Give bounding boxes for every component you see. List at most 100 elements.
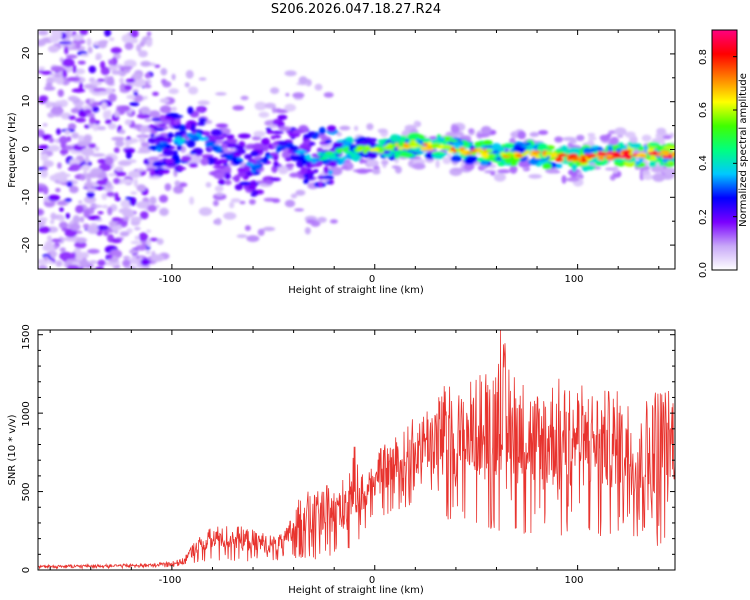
halo-cell [518,160,531,168]
halo-cell [285,93,290,97]
halo-cell [652,173,665,182]
noise-cell [136,168,145,172]
cbar-tick-label-0: 0.0 [698,262,709,278]
halo-cell [304,227,311,235]
noise-cell [69,163,82,171]
noise-cell [106,181,112,189]
ridge-cell [671,151,675,157]
ridge-cell [163,144,172,150]
signal-cell [318,181,323,187]
noise-cell [92,106,100,113]
halo-cell [159,98,170,104]
noise-cell [62,58,75,68]
halo-cell [377,128,388,133]
halo-cell [213,200,219,207]
noise-cell [119,129,126,135]
signal-cell [247,185,256,191]
ridge-cell [447,150,454,153]
noise-cell [129,138,139,144]
halo-cell [468,128,474,133]
noise-cell [108,59,114,66]
noise-cell [130,30,139,38]
noise-cell [38,208,43,215]
signal-cell [189,150,196,155]
signal-cell [567,147,580,156]
signal-cell [313,169,319,174]
ridge-cell [278,148,283,151]
signal-cell [237,133,251,139]
noise-cell [93,87,107,93]
noise-cell [88,143,97,149]
ridge-cell [597,151,603,157]
halo-cell [174,180,181,187]
noise-cell [69,185,79,194]
ridge-cell [305,154,311,158]
noise-cell [114,166,124,172]
noise-cell [65,54,78,59]
halo-cell [257,228,265,236]
signal-cell [218,178,226,186]
ridge-cell [299,154,306,157]
halo-cell [198,207,213,216]
halo-cell [284,70,297,77]
ridge-cell [427,141,433,146]
noise-cell [130,191,138,195]
signal-cell [338,157,345,161]
noise-cell [80,53,90,57]
halo-cell [391,165,400,169]
signal-cell [648,161,657,168]
noise-cell [98,91,109,96]
signal-cell [307,174,314,179]
noise-cell [56,78,64,85]
noise-cell [70,252,76,259]
noise-cell [75,40,81,50]
signal-cell [474,141,483,147]
noise-cell [130,257,139,265]
noise-cell [67,123,77,130]
ridge-cell [307,157,313,161]
noise-cell [146,31,152,37]
halo-cell [205,182,212,188]
signal-cell [415,146,422,152]
snr-panel: 0 500 1000 1500 -100 0 100 Height of str… [7,324,676,596]
noise-cell [96,78,106,82]
ridge-cell [661,154,671,159]
halo-cell [624,131,636,138]
signal-cell [583,147,592,155]
noise-cell [143,96,148,100]
halo-cell [224,179,232,186]
ridge-cell [485,148,493,153]
noise-cell [119,77,124,84]
ridge-cell [396,146,406,150]
signal-cell [353,138,365,143]
noise-cell [145,38,153,48]
noise-cell [149,196,157,205]
noise-cell [87,248,100,254]
noise-cell [57,30,62,40]
noise-cell [123,216,130,222]
noise-cell [139,136,146,143]
halo-cell [617,134,624,138]
noise-cell [124,84,133,91]
signal-cell [504,156,512,165]
noise-cell [141,242,146,251]
noise-cell [38,144,50,150]
noise-cell [38,30,49,36]
snr-xtick-label-100: 100 [564,575,583,586]
noise-cell [48,137,55,143]
signal-cell [342,141,352,146]
snr-ytick-label-1500: 1500 [21,324,32,349]
signal-cell [657,156,665,164]
noise-cell [80,174,86,181]
signal-cell [328,161,338,168]
noise-cell [59,207,64,212]
noise-cell [79,259,90,268]
halo-cell [447,153,452,159]
noise-cell [42,160,54,168]
ytick-label-0: 0 [21,146,32,152]
halo-cell [381,159,389,166]
noise-cell [42,185,49,195]
noise-cell [86,172,100,179]
ridge-cell [327,153,337,159]
noise-cell [128,170,141,179]
